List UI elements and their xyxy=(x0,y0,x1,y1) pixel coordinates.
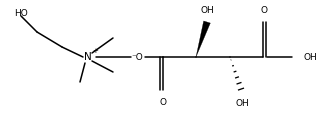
Text: O: O xyxy=(159,98,167,107)
Text: OH: OH xyxy=(235,99,249,108)
Text: OH: OH xyxy=(200,6,214,15)
Text: HO: HO xyxy=(14,9,28,18)
Text: OH: OH xyxy=(303,53,317,62)
Text: N: N xyxy=(84,52,92,62)
Text: ⁻O: ⁻O xyxy=(131,53,143,62)
Text: +: + xyxy=(92,48,98,54)
Polygon shape xyxy=(196,21,210,57)
Text: O: O xyxy=(260,6,268,15)
